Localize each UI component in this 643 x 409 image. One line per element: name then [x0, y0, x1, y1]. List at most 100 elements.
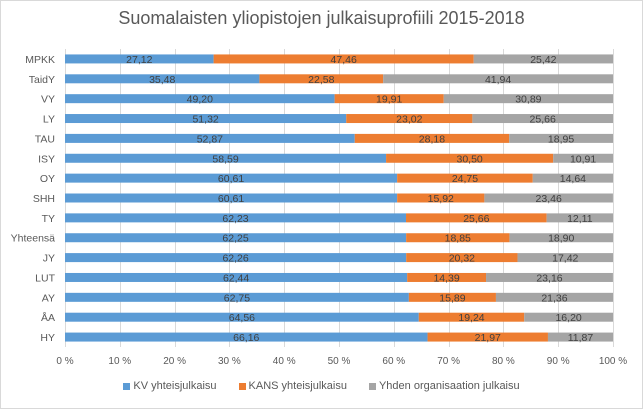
data-label: 16,20	[555, 312, 581, 324]
data-label: 58,59	[212, 153, 238, 165]
legend: KV yhteisjulkaisu KANS yhteisjulkaisu Yh…	[0, 380, 643, 392]
data-label: 22,58	[308, 74, 334, 86]
data-label: 23,02	[396, 114, 422, 126]
legend-label-kans: KANS yhteisjulkaisu	[248, 380, 347, 392]
bar-segment-yhden	[524, 312, 613, 322]
bar-segment-yhden	[553, 153, 613, 163]
data-label: 14,39	[433, 272, 459, 284]
x-tick-label: 70 %	[437, 356, 460, 367]
bar-segment-yhden	[547, 332, 613, 342]
chart-title: Suomalaisten yliopistojen julkaisuprofii…	[118, 8, 525, 28]
data-label: 19,24	[458, 312, 484, 324]
category-label: LUT	[35, 272, 55, 284]
category-label: OY	[40, 173, 55, 185]
bar-segment-kans	[408, 292, 496, 302]
data-label: 15,92	[428, 193, 454, 205]
category-label: AY	[42, 292, 55, 304]
data-label: 25,66	[463, 213, 489, 225]
data-label: 18,95	[548, 133, 574, 145]
bar-segment-kv	[65, 213, 407, 223]
data-label: 23,16	[536, 272, 562, 284]
data-label: 15,89	[439, 292, 465, 304]
bar-segment-kans	[354, 133, 510, 143]
category-label: TAU	[35, 133, 55, 145]
data-label: 25,66	[530, 114, 556, 126]
data-label: 21,97	[475, 332, 501, 344]
category-label: MPKK	[25, 54, 55, 66]
data-label: 23,46	[536, 193, 562, 205]
data-label: 17,42	[552, 253, 578, 265]
data-label: 62,23	[222, 213, 248, 225]
bar-segment-yhden	[509, 233, 613, 243]
bar-segment-kans	[397, 173, 533, 183]
bar-segment-yhden	[443, 94, 613, 104]
bars: 27,12 47,46 25,42 35,48 22,58 41,94 49,20 19,91…	[65, 54, 613, 344]
bar-segment-yhden	[509, 133, 613, 143]
x-tick-label: 90 %	[547, 356, 570, 367]
data-label: 47,46	[331, 54, 357, 66]
legend-item-kans: KANS yhteisjulkaisu	[238, 380, 347, 392]
data-label: 14,64	[560, 173, 586, 185]
bar-segment-yhden	[383, 74, 613, 84]
bar-segment-kans	[213, 54, 474, 64]
x-tick-label: 80 %	[492, 356, 515, 367]
bar-segment-kv	[65, 193, 398, 203]
data-label: 11,87	[568, 332, 594, 344]
x-tick-label: 30 %	[218, 356, 241, 367]
data-label: 49,20	[187, 94, 213, 106]
bar-segment-kans	[418, 312, 525, 322]
data-label: 28,18	[419, 133, 445, 145]
category-label: ISY	[38, 153, 55, 165]
legend-swatch-kans	[238, 382, 246, 390]
bar-segment-kans	[407, 272, 487, 282]
data-label: 19,91	[376, 94, 402, 106]
data-label: 41,94	[485, 74, 511, 86]
bar-segment-kv	[65, 272, 408, 282]
x-tick-label: 0 %	[56, 356, 73, 367]
data-label: 18,85	[445, 233, 471, 245]
x-tick-label: 50 %	[328, 356, 351, 367]
bar-segment-kv	[65, 332, 428, 342]
bar-segment-kans	[397, 193, 485, 203]
legend-label-yhden: Yhden organisaation julkaisu	[378, 380, 520, 392]
bar-segment-yhden	[484, 193, 613, 203]
bar-segment-kv	[65, 233, 407, 243]
bar-segment-yhden	[532, 173, 613, 183]
category-label: LY	[43, 114, 55, 126]
data-label: 64,56	[229, 312, 255, 324]
data-label: 18,90	[548, 233, 574, 245]
bar-segment-kans	[406, 233, 510, 243]
data-label: 62,25	[222, 233, 248, 245]
data-label: 66,16	[233, 332, 259, 344]
bar-segment-yhden	[472, 114, 613, 124]
bar-segment-kv	[65, 114, 347, 124]
bar-segment-kv	[65, 54, 214, 64]
legend-swatch-kv	[123, 382, 131, 390]
category-label: HY	[40, 332, 55, 344]
x-tick-labels: 0 % 10 % 20 % 30 % 40 % 50 % 60 % 70 % 80 % 90 % 1…	[56, 356, 627, 367]
data-label: 30,50	[457, 153, 483, 165]
category-label: ÅA	[41, 311, 55, 324]
bar-segment-kans	[406, 213, 547, 223]
x-tick-label: 40 %	[273, 356, 296, 367]
bar-segment-kv	[65, 312, 419, 322]
bar-segment-yhden	[473, 54, 613, 64]
data-label: 62,26	[222, 253, 248, 265]
bar-segment-yhden	[517, 253, 613, 263]
data-label: 35,48	[149, 74, 175, 86]
category-label: VY	[41, 94, 55, 106]
x-tick-label: 20 %	[163, 356, 186, 367]
data-label: 51,32	[192, 114, 218, 126]
category-label: TaidY	[29, 74, 55, 86]
legend-label-kv: KV yhteisjulkaisu	[133, 380, 217, 392]
bar-segment-kans	[406, 253, 518, 263]
data-label: 10,91	[570, 153, 596, 165]
bar-segment-kans	[334, 94, 444, 104]
bar-segment-kv	[65, 74, 260, 84]
category-label: Yhteensä	[11, 233, 56, 245]
bar-segment-kv	[65, 173, 398, 183]
bar-segment-kv	[65, 292, 409, 302]
category-label: JY	[43, 253, 55, 265]
data-label: 12,11	[567, 213, 593, 225]
